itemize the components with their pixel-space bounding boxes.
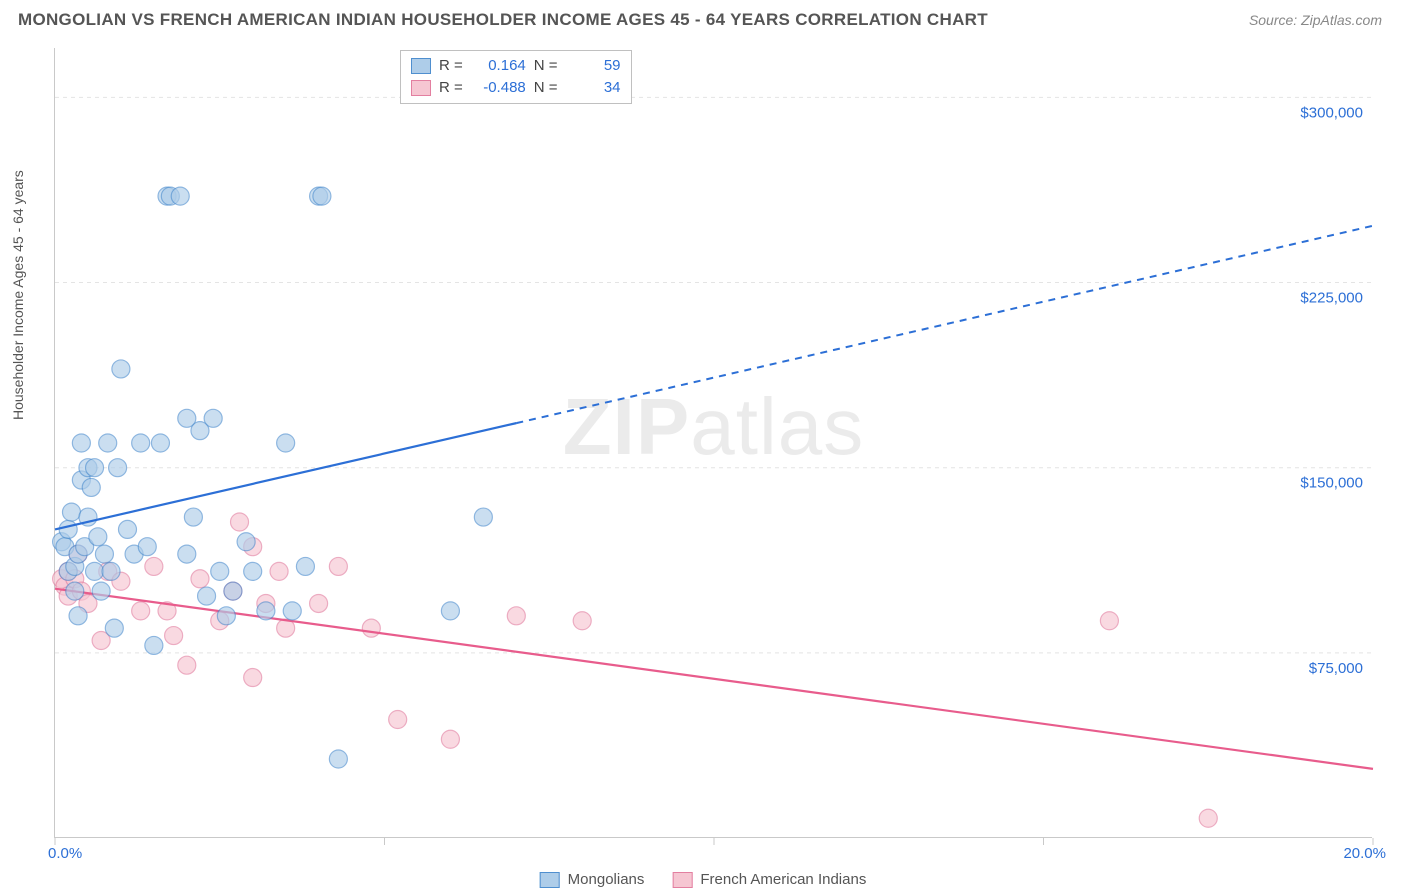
correlation-legend: R = 0.164 N = 59 R = -0.488 N = 34 [400,50,632,104]
swatch-a [411,58,431,74]
scatter-svg: $75,000$150,000$225,000$300,000 [55,48,355,198]
legend-item-b: French American Indians [672,871,866,888]
y-axis-label: Householder Income Ages 45 - 64 years [10,170,26,420]
swatch-a2 [540,872,560,888]
watermark: ZIPatlas [563,381,864,473]
source-label: Source: ZipAtlas.com [1249,12,1382,28]
chart-title: MONGOLIAN VS FRENCH AMERICAN INDIAN HOUS… [18,10,988,30]
svg-text:$150,000: $150,000 [1300,475,1363,492]
x-min-label: 0.0% [48,845,82,862]
legend-row-b: R = -0.488 N = 34 [411,77,621,99]
svg-text:$300,000: $300,000 [1300,104,1363,121]
svg-text:$75,000: $75,000 [1309,660,1363,677]
series-legend: Mongolians French American Indians [540,871,867,888]
x-max-label: 20.0% [1343,845,1386,862]
svg-text:$225,000: $225,000 [1300,290,1363,307]
chart-plot-area: ZIPatlas $75,000$150,000$225,000$300,000 [54,48,1372,838]
swatch-b2 [672,872,692,888]
legend-row-a: R = 0.164 N = 59 [411,55,621,77]
swatch-b [411,80,431,96]
legend-item-a: Mongolians [540,871,645,888]
